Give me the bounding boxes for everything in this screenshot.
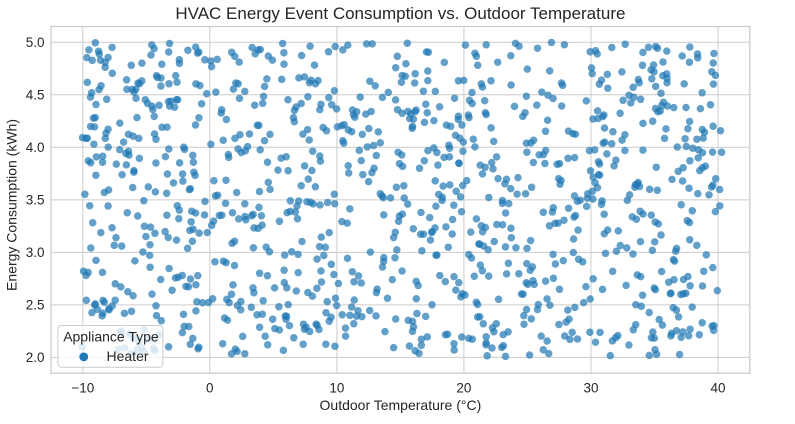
svg-text:3.0: 3.0 [26, 245, 45, 260]
svg-text:4.0: 4.0 [26, 140, 45, 155]
svg-text:40: 40 [710, 381, 725, 396]
svg-text:Outdoor Temperature (°C): Outdoor Temperature (°C) [320, 397, 482, 413]
svg-text:5.0: 5.0 [26, 35, 45, 50]
svg-text:Energy Consumption (kWh): Energy Consumption (kWh) [4, 119, 20, 291]
svg-text:4.5: 4.5 [26, 88, 45, 103]
svg-text:10: 10 [329, 381, 344, 396]
svg-text:2.5: 2.5 [26, 298, 45, 313]
svg-text:30: 30 [583, 381, 598, 396]
svg-text:HVAC Energy Event Consumption: HVAC Energy Event Consumption vs. Outdoo… [175, 4, 625, 23]
svg-text:Appliance Type: Appliance Type [63, 329, 159, 345]
svg-text:3.5: 3.5 [26, 193, 45, 208]
svg-text:2.0: 2.0 [26, 350, 45, 365]
svg-text:0: 0 [206, 381, 214, 396]
svg-text:Heater: Heater [107, 348, 149, 364]
svg-text:20: 20 [456, 381, 471, 396]
svg-text:−10: −10 [71, 381, 94, 396]
